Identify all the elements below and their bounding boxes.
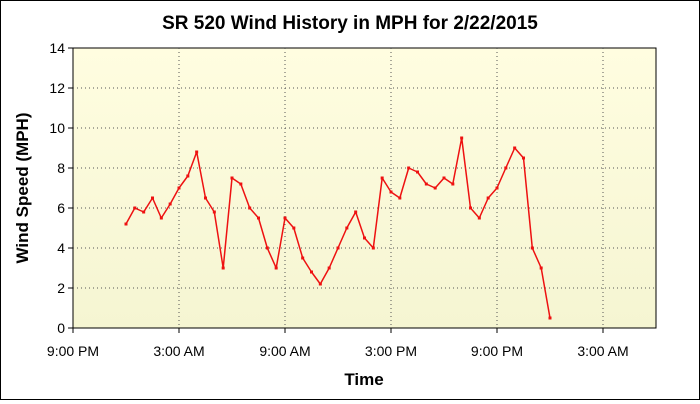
series-point bbox=[257, 216, 260, 220]
series-point bbox=[159, 216, 163, 220]
series-point bbox=[522, 156, 525, 160]
series-point bbox=[389, 190, 393, 194]
series-point bbox=[124, 222, 128, 226]
series-point bbox=[301, 256, 305, 260]
series-point bbox=[239, 182, 243, 186]
series-point bbox=[407, 166, 411, 170]
y-axis-label: Wind Speed (MPH) bbox=[13, 113, 32, 264]
series-point bbox=[265, 246, 269, 250]
series-point bbox=[433, 186, 437, 190]
series-point bbox=[504, 166, 508, 170]
plot-area bbox=[72, 47, 657, 329]
y-tick-label: 0 bbox=[57, 320, 65, 336]
series-point bbox=[318, 282, 322, 286]
series-point bbox=[151, 196, 154, 200]
y-tick-label: 2 bbox=[57, 280, 65, 296]
y-tick-label: 6 bbox=[57, 200, 65, 216]
x-tick-label: 3:00 PM bbox=[365, 343, 417, 359]
series-point bbox=[142, 210, 146, 214]
y-tick-label: 4 bbox=[57, 240, 65, 256]
series-point bbox=[416, 170, 419, 174]
y-tick-label: 12 bbox=[49, 80, 65, 96]
series-point bbox=[283, 216, 287, 220]
x-tick-label: 9:00 PM bbox=[47, 343, 99, 359]
chart-title: SR 520 Wind History in MPH for 2/22/2015 bbox=[162, 13, 538, 34]
series-point bbox=[486, 196, 490, 200]
series-point bbox=[539, 266, 543, 270]
x-tick-label: 9:00 AM bbox=[259, 343, 310, 359]
series-point bbox=[204, 196, 207, 200]
series-point bbox=[442, 176, 446, 180]
series-point bbox=[274, 266, 278, 270]
series-point bbox=[345, 226, 349, 230]
series-point bbox=[398, 196, 402, 200]
series-point bbox=[495, 186, 499, 190]
series-point bbox=[513, 146, 517, 150]
series-point bbox=[460, 136, 464, 140]
y-tick-label: 14 bbox=[49, 40, 65, 56]
series-point bbox=[371, 246, 375, 250]
series-point bbox=[186, 174, 190, 178]
series-point bbox=[548, 316, 552, 320]
series-point bbox=[195, 150, 199, 154]
series-point bbox=[248, 206, 252, 210]
series-point bbox=[177, 186, 181, 190]
y-tick-label: 8 bbox=[57, 160, 65, 176]
axis-ticks: 0 2 4 6 8 10 12 14 9:00 PM 3:00 AM 9:00 AM 3:00 PM 9… bbox=[47, 40, 629, 359]
series-point bbox=[469, 206, 472, 210]
series-point bbox=[530, 246, 534, 250]
series-point bbox=[292, 226, 296, 230]
series-layer bbox=[124, 136, 552, 320]
series-point bbox=[451, 182, 455, 186]
series-point bbox=[363, 236, 366, 240]
series-point bbox=[354, 210, 358, 214]
series-point bbox=[168, 202, 172, 206]
series-point bbox=[310, 270, 313, 274]
series-point bbox=[336, 246, 340, 250]
x-tick-label: 9:00 PM bbox=[471, 343, 523, 359]
series-point bbox=[477, 216, 481, 220]
series-point bbox=[221, 266, 225, 270]
series-point bbox=[230, 176, 234, 180]
x-tick-label: 3:00 AM bbox=[577, 343, 628, 359]
x-axis-label: Time bbox=[344, 370, 383, 389]
series-point bbox=[133, 206, 137, 210]
series-point bbox=[212, 210, 216, 214]
series-point bbox=[380, 176, 384, 180]
x-tick-label: 3:00 AM bbox=[153, 343, 204, 359]
series-point bbox=[327, 266, 331, 270]
y-tick-label: 10 bbox=[49, 120, 65, 136]
series-point bbox=[424, 182, 428, 186]
